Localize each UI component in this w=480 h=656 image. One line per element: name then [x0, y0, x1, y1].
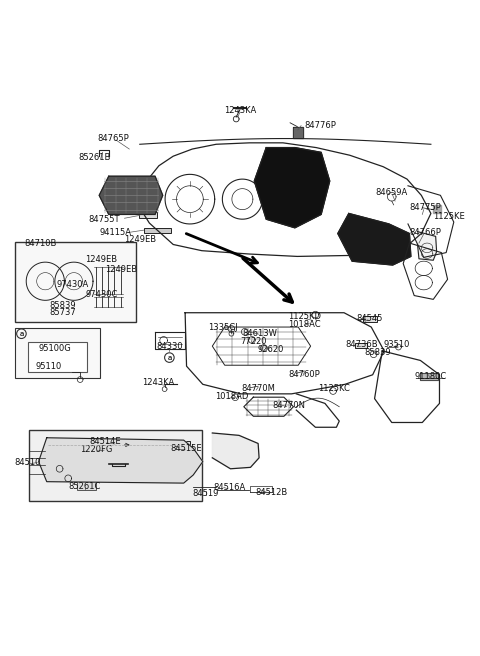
Text: 84330: 84330 [156, 342, 183, 351]
Text: 84613W: 84613W [242, 329, 277, 338]
Bar [77, 480, 96, 490]
Bar [29, 430, 202, 501]
Text: 91180C: 91180C [415, 372, 447, 381]
Text: 84765P: 84765P [97, 134, 130, 143]
Text: 1018AC: 1018AC [288, 319, 321, 329]
Text: 1125KC: 1125KC [319, 384, 350, 393]
Polygon shape [433, 205, 442, 213]
Text: 84545: 84545 [357, 314, 383, 323]
Text: 94115A: 94115A [100, 228, 132, 237]
Text: 1249EB: 1249EB [85, 255, 118, 264]
Bar [144, 228, 171, 233]
Text: 95100G: 95100G [38, 344, 71, 352]
Text: a: a [19, 331, 24, 337]
Text: 84775P: 84775P [409, 203, 441, 213]
Polygon shape [418, 232, 437, 260]
Text: 84776P: 84776P [304, 121, 336, 130]
FancyBboxPatch shape [15, 328, 100, 378]
Text: 84515E: 84515E [171, 443, 203, 453]
Text: 84770N: 84770N [272, 401, 305, 410]
Text: 84766P: 84766P [409, 228, 441, 237]
Text: 84710B: 84710B [24, 239, 57, 247]
Bar [356, 343, 367, 348]
Polygon shape [338, 213, 411, 265]
Text: 85261B: 85261B [78, 153, 110, 161]
Text: 84519: 84519 [192, 489, 219, 498]
Polygon shape [212, 433, 259, 469]
Polygon shape [38, 438, 203, 483]
Text: 77220: 77220 [240, 337, 266, 346]
Text: 85839: 85839 [49, 300, 76, 310]
Text: 84516A: 84516A [214, 483, 246, 492]
Text: 1335CJ: 1335CJ [208, 323, 238, 331]
Polygon shape [293, 127, 303, 138]
Text: 84770M: 84770M [241, 384, 275, 393]
Text: 84736B: 84736B [346, 340, 378, 349]
Text: 1243KA: 1243KA [142, 378, 174, 387]
Text: 1249EB: 1249EB [106, 265, 138, 274]
Text: 84514E: 84514E [90, 437, 121, 446]
Bar [139, 212, 157, 218]
Text: 93510: 93510 [384, 340, 410, 349]
Text: 95110: 95110 [35, 361, 61, 371]
FancyBboxPatch shape [28, 342, 87, 372]
Polygon shape [420, 373, 438, 380]
Polygon shape [254, 148, 330, 228]
Text: 84510: 84510 [14, 458, 41, 467]
Text: a: a [19, 331, 24, 337]
Text: 84755T: 84755T [88, 215, 120, 224]
Text: 1125KD: 1125KD [288, 312, 321, 321]
Text: 97430A: 97430A [57, 279, 89, 289]
FancyBboxPatch shape [15, 241, 136, 322]
Text: 85737: 85737 [49, 308, 76, 318]
Text: 1125KE: 1125KE [433, 213, 465, 221]
Text: 85839: 85839 [364, 348, 391, 358]
Bar [363, 316, 377, 322]
Text: 97430C: 97430C [85, 290, 118, 299]
Text: 1249EB: 1249EB [124, 236, 156, 244]
Text: 92620: 92620 [258, 345, 284, 354]
Text: 84512B: 84512B [255, 487, 287, 497]
Text: 1220FG: 1220FG [80, 445, 112, 454]
Text: 1243KA: 1243KA [224, 106, 256, 115]
Text: 85261C: 85261C [69, 482, 101, 491]
Text: 84760P: 84760P [288, 370, 320, 379]
Text: 84659A: 84659A [376, 188, 408, 197]
Bar [172, 441, 191, 449]
Text: a: a [167, 355, 171, 361]
Polygon shape [99, 176, 163, 215]
Text: 1018AD: 1018AD [215, 392, 248, 401]
Text: a: a [167, 355, 171, 361]
